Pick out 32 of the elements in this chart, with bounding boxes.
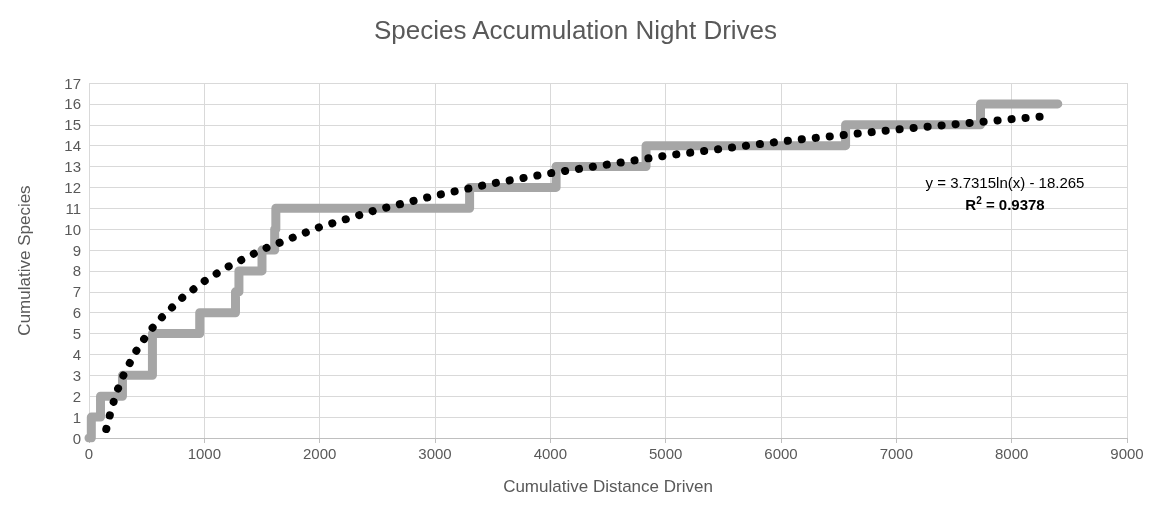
y-tick-label: 4 [72,345,81,363]
x-tick-label: 0 [84,445,94,462]
y-tick-label: 8 [72,262,81,280]
x-tick-label: 1000 [187,445,222,462]
x-tick-label: 6000 [764,445,798,462]
annotation: y = 3.7315ln(x) - 18.265 [925,173,1085,191]
y-tick-label: 11 [65,199,81,217]
y-tick-label: 16 [64,95,81,113]
x-tick-label: 2000 [302,445,337,462]
y-tick-label: 0 [72,429,81,447]
y-tick-label: 13 [64,158,81,176]
y-tick-label: 15 [64,116,81,134]
y-tick-label: 3 [72,366,81,384]
x-tick-label: 4000 [533,445,568,462]
x-tick-label: 3000 [418,445,452,462]
y-tick-label: 2 [72,387,81,405]
x-tick-label: 7000 [879,445,914,462]
chart-title: Species Accumulation Night Drives [373,15,778,45]
y-tick-label: 1 [72,408,81,426]
y-tick-label: 6 [72,304,81,322]
x-tick-label: 8000 [994,445,1029,462]
x-tick-label: 5000 [648,445,683,462]
y-tick-label: 5 [72,325,81,343]
y-tick-label: 12 [64,178,81,196]
y-tick-label: 7 [72,283,81,301]
y-tick-label: 17 [64,74,81,92]
y-tick-label: 10 [64,220,81,238]
x-tick-label: 9000 [1110,445,1144,462]
y-axis-title: Cumulative Species [15,185,34,336]
y-tick-label: 9 [72,241,81,259]
y-tick-label: 14 [64,137,81,155]
x-axis-title: Cumulative Distance Driven [503,477,713,496]
